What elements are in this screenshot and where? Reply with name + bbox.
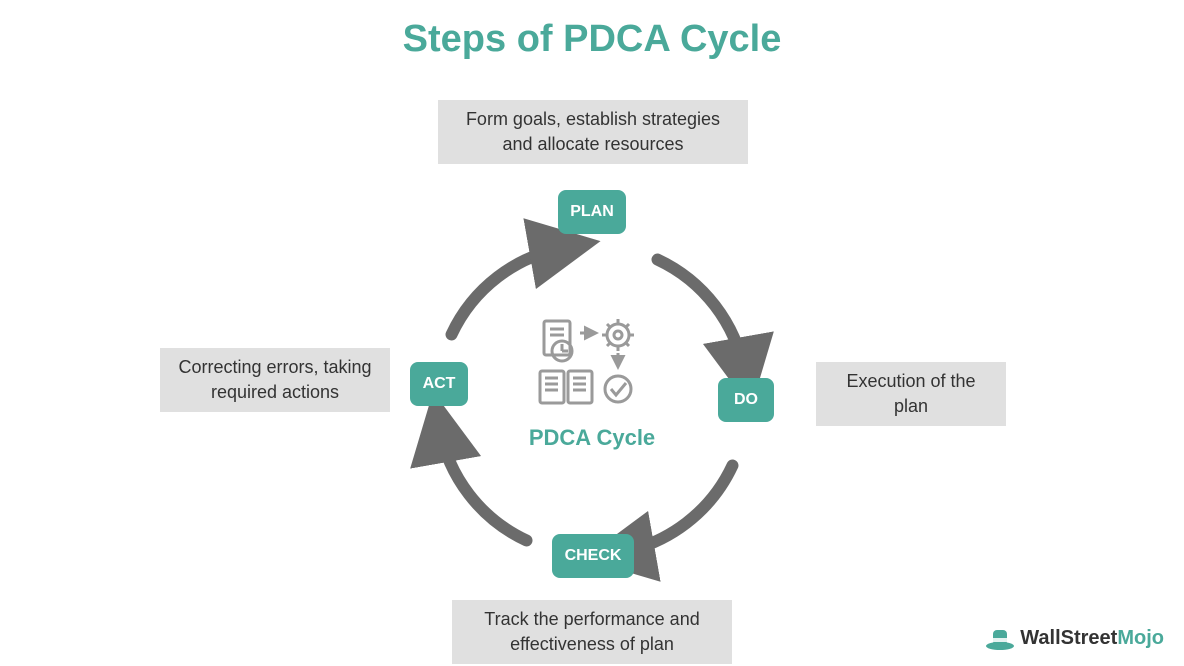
check-node: CHECK — [552, 534, 634, 578]
act-node: ACT — [410, 362, 468, 406]
center-label: PDCA Cycle — [492, 425, 692, 451]
do-node: DO — [718, 378, 774, 422]
do-description: Execution of the plan — [816, 362, 1006, 426]
logo-prefix: WallStreet — [1020, 627, 1117, 649]
check-description: Track the performance and effectiveness … — [452, 600, 732, 664]
plan-node: PLAN — [558, 190, 626, 234]
logo-suffix: Mojo — [1117, 627, 1164, 649]
process-icon — [532, 315, 652, 415]
pdca-diagram: PDCA Cycle Form goals, establish strateg… — [0, 90, 1184, 650]
wallstreetmojo-logo: WallStreetMojo — [984, 622, 1164, 654]
act-description: Correcting errors, taking required actio… — [160, 348, 390, 412]
page-title: Steps of PDCA Cycle — [0, 18, 1184, 61]
plan-description: Form goals, establish strategies and all… — [438, 100, 748, 164]
logo-text: WallStreetMojo — [1020, 627, 1164, 650]
logo-hat-icon — [984, 622, 1016, 654]
